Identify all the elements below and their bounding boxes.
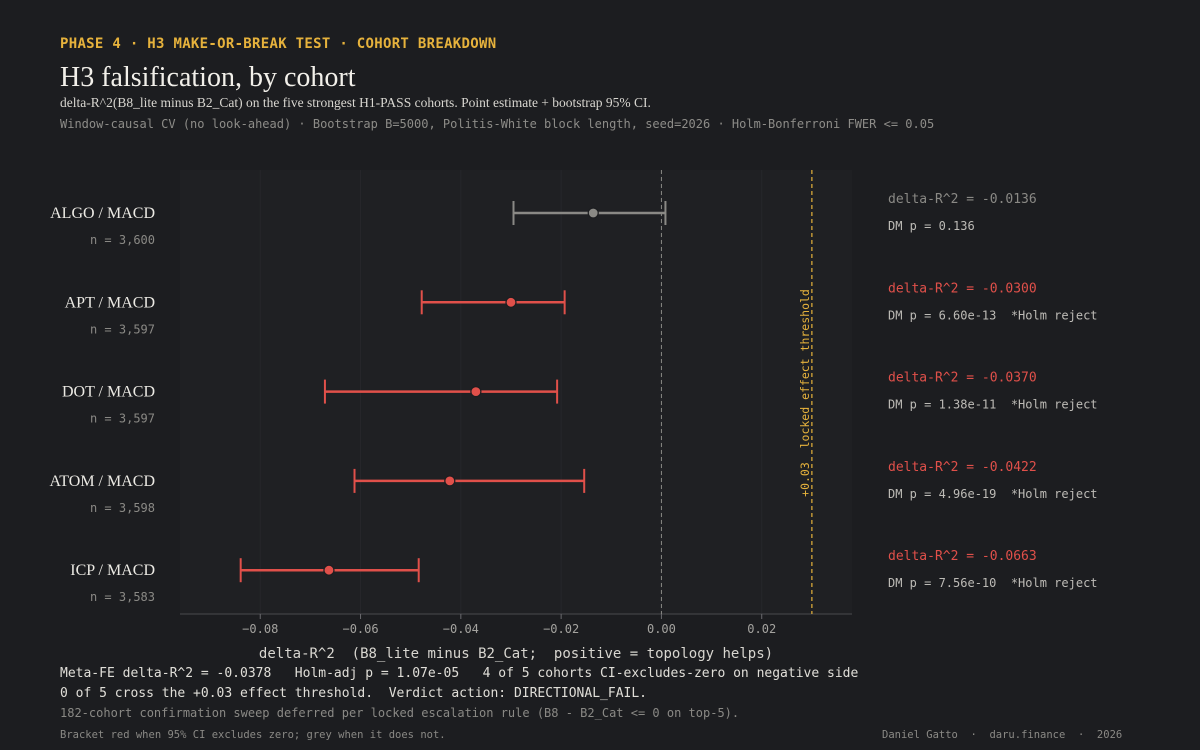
delta-annotation: delta-R^2 = -0.0300 [888,281,1037,296]
cohort-n: n = 3,600 [90,233,155,247]
meta-summary-line2: 0 of 5 cross the +0.03 effect threshold.… [60,686,647,701]
x-tick-label: 0.02 [747,622,776,636]
cohort-row [420,290,566,315]
delta-annotation: delta-R^2 = -0.0422 [888,460,1037,475]
x-tick-label: −0.04 [443,622,479,636]
cohort-name: DOT / MACD [62,384,155,401]
dm-annotation: DM p = 7.56e-10 *Holm reject [888,576,1098,590]
delta-annotation: delta-R^2 = -0.0663 [888,549,1037,564]
cohort-name: ICP / MACD [70,562,155,579]
point-estimate [470,386,482,398]
cohort-n: n = 3,597 [90,322,155,336]
point-estimate [323,564,335,576]
x-axis-label: delta-R^2 (B8_lite minus B2_Cat; positiv… [259,646,773,662]
dm-annotation: DM p = 1.38e-11 *Holm reject [888,398,1098,412]
delta-annotation: delta-R^2 = -0.0136 [888,192,1037,207]
cohort-name: ALGO / MACD [50,205,155,222]
chart-kicker: PHASE 4 · H3 MAKE-OR-BREAK TEST · COHORT… [60,36,497,52]
threshold-label: +0.03 locked effect threshold [798,289,812,497]
credit-line: Daniel Gatto · daru.finance · 2026 [882,729,1123,741]
dm-annotation: DM p = 6.60e-13 *Holm reject [888,308,1098,322]
point-estimate [444,475,456,487]
chart-title: H3 falsification, by cohort [60,62,356,93]
point-estimate [505,296,517,308]
x-tick-label: −0.02 [543,622,579,636]
point-estimate [587,207,599,219]
cohort-row [353,468,586,493]
cohort-n: n = 3,598 [90,501,155,515]
method-note: Window-causal CV (no look-ahead) · Boots… [60,117,935,131]
delta-annotation: delta-R^2 = -0.0370 [888,371,1037,386]
cohort-n: n = 3,597 [90,412,155,426]
x-tick-label: −0.08 [242,622,278,636]
x-tick-label: −0.06 [342,622,378,636]
meta-summary-line1: Meta-FE delta-R^2 = -0.0378 Holm-adj p =… [60,666,859,681]
cohort-row [239,558,420,583]
dm-annotation: DM p = 0.136 [888,219,975,233]
x-tick-label: 0.00 [647,622,676,636]
chart-subtitle: delta-R^2(B8_lite minus B2_Cat) on the f… [60,95,651,110]
meta-summary-line3: 182-cohort confirmation sweep deferred p… [60,706,740,720]
cohort-row [512,201,667,225]
cohort-row [323,379,559,404]
cohort-name: ATOM / MACD [50,473,156,490]
color-legend-note: Bracket red when 95% CI excludes zero; g… [60,729,446,741]
cohort-n: n = 3,583 [90,590,155,604]
dm-annotation: DM p = 4.96e-19 *Holm reject [888,487,1098,501]
cohort-name: APT / MACD [65,294,155,311]
